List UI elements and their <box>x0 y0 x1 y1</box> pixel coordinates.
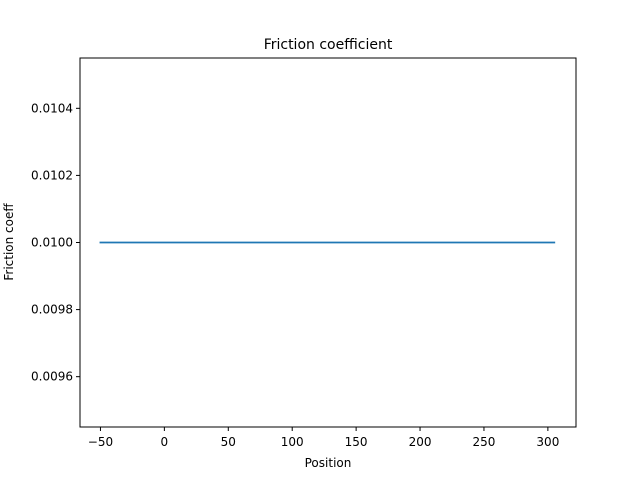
x-axis-title: Position <box>305 456 352 470</box>
y-tick-label: 0.0096 <box>31 370 73 384</box>
x-tick-label: 100 <box>281 435 304 449</box>
x-tick-label: 300 <box>536 435 559 449</box>
x-tick-label: 250 <box>473 435 496 449</box>
y-tick-label: 0.0104 <box>31 101 73 115</box>
y-tick-label: 0.0100 <box>31 236 73 250</box>
x-tick-label: −50 <box>88 435 113 449</box>
y-axis-title: Friction coeff <box>2 203 16 281</box>
plot-area: −50 0 50 100 150 200 250 300 0.0096 0.0098 0.0100 0… <box>31 57 577 449</box>
x-tick-label: 50 <box>221 435 236 449</box>
x-tick-label: 150 <box>345 435 368 449</box>
y-tick-label: 0.0098 <box>31 303 73 317</box>
y-tick-label: 0.0102 <box>31 168 73 182</box>
x-tick-label: 0 <box>161 435 169 449</box>
x-tick-label: 200 <box>409 435 432 449</box>
chart-title: Friction coefficient <box>264 37 393 53</box>
